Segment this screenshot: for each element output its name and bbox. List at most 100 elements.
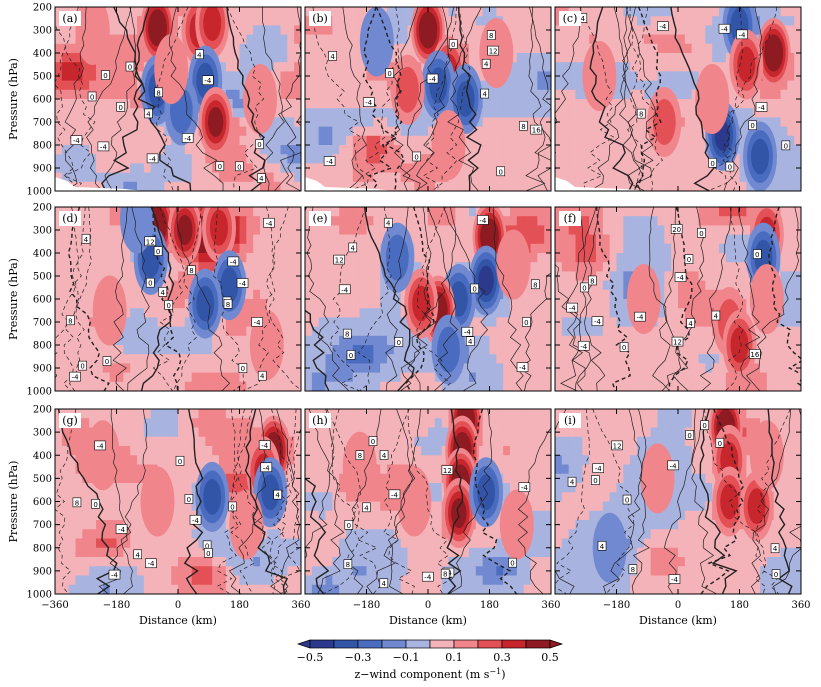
field-cell xyxy=(346,363,354,374)
field-cell xyxy=(671,253,679,263)
field-cell xyxy=(109,16,118,26)
field-cell xyxy=(712,253,720,263)
field-cell xyxy=(794,326,801,337)
field-cell xyxy=(462,345,470,355)
field-cell xyxy=(393,7,402,17)
field-cell xyxy=(294,436,301,447)
field-cell xyxy=(732,225,741,236)
field-cell xyxy=(623,34,631,45)
field-cell xyxy=(184,308,193,318)
field-cell xyxy=(225,381,234,391)
field-cell xyxy=(503,345,511,355)
field-cell xyxy=(273,99,282,109)
field-cell xyxy=(184,62,193,72)
field-cell xyxy=(780,326,788,337)
field-cell xyxy=(537,253,545,263)
field-cell xyxy=(555,326,563,337)
field-cell xyxy=(732,216,741,226)
field-cell xyxy=(421,108,429,118)
field-cell xyxy=(489,145,497,155)
field-cell xyxy=(150,354,159,364)
field-cell xyxy=(414,253,422,263)
field-cell xyxy=(55,409,63,419)
field-cell xyxy=(239,418,247,429)
field-cell xyxy=(428,262,436,272)
field-cell xyxy=(544,89,551,100)
field-cell xyxy=(678,80,686,91)
field-cell xyxy=(325,71,333,82)
contour-label: 8 xyxy=(226,301,230,309)
field-cell xyxy=(178,326,186,337)
field-cell xyxy=(496,108,504,118)
field-cell xyxy=(516,381,525,391)
field-cell xyxy=(305,154,313,164)
field-cell xyxy=(380,181,388,191)
field-cell xyxy=(89,280,97,291)
field-cell xyxy=(157,446,165,456)
field-cell xyxy=(273,126,282,137)
field-cell xyxy=(373,216,381,226)
field-cell xyxy=(616,89,624,100)
field-cell xyxy=(643,216,652,226)
field-cell xyxy=(516,299,525,309)
field-cell xyxy=(109,372,118,383)
contour-label: 0 xyxy=(524,319,528,327)
field-cell xyxy=(637,89,645,100)
field-cell xyxy=(325,126,333,137)
field-cell xyxy=(380,326,388,337)
field-cell xyxy=(555,354,563,364)
field-cell xyxy=(787,135,795,146)
field-cell xyxy=(191,126,200,137)
field-cell xyxy=(691,34,700,45)
field-cell xyxy=(373,117,381,128)
contour-line xyxy=(627,7,649,191)
field-cell xyxy=(137,326,145,337)
field-cell xyxy=(311,34,320,45)
field-cell xyxy=(787,16,795,26)
field-cell xyxy=(294,89,301,100)
field-cell xyxy=(89,154,97,164)
field-cell xyxy=(657,7,665,17)
contour-line xyxy=(176,207,231,391)
field-cell xyxy=(684,372,693,383)
field-cell xyxy=(616,335,624,346)
field-cell xyxy=(393,354,402,364)
field-cell xyxy=(294,464,301,475)
field-cell xyxy=(164,172,172,183)
field-cell xyxy=(109,34,118,45)
field-cell xyxy=(373,280,381,291)
field-cell xyxy=(516,354,525,364)
contour-line xyxy=(169,7,224,191)
field-cell xyxy=(428,243,436,254)
field-cell xyxy=(630,381,638,391)
field-cell xyxy=(609,335,618,346)
field-cell xyxy=(794,299,801,309)
field-cell xyxy=(150,455,159,466)
field-cell xyxy=(719,243,727,254)
field-cell xyxy=(657,363,665,374)
field-cell xyxy=(712,271,720,282)
field-cell xyxy=(516,135,525,146)
field-cell xyxy=(650,234,659,245)
contour-label: 0 xyxy=(451,41,455,49)
field-cell xyxy=(137,99,145,109)
field-cell xyxy=(773,172,782,183)
field-cell xyxy=(657,53,665,63)
field-cell xyxy=(387,308,395,318)
field-cell xyxy=(766,7,775,17)
field-cell xyxy=(102,117,111,128)
field-cell xyxy=(366,243,374,254)
field-cell xyxy=(143,363,152,374)
field-cell xyxy=(75,262,83,272)
field-cell xyxy=(393,308,402,318)
field-cell xyxy=(225,71,234,82)
field-cell xyxy=(346,253,354,263)
field-cell xyxy=(339,25,347,36)
field-cell xyxy=(191,381,200,391)
field-cell xyxy=(143,427,152,438)
field-cell xyxy=(232,335,241,346)
field-cell xyxy=(318,372,327,383)
field-cell xyxy=(555,80,563,91)
field-cell xyxy=(212,436,220,447)
field-cell xyxy=(441,381,450,391)
